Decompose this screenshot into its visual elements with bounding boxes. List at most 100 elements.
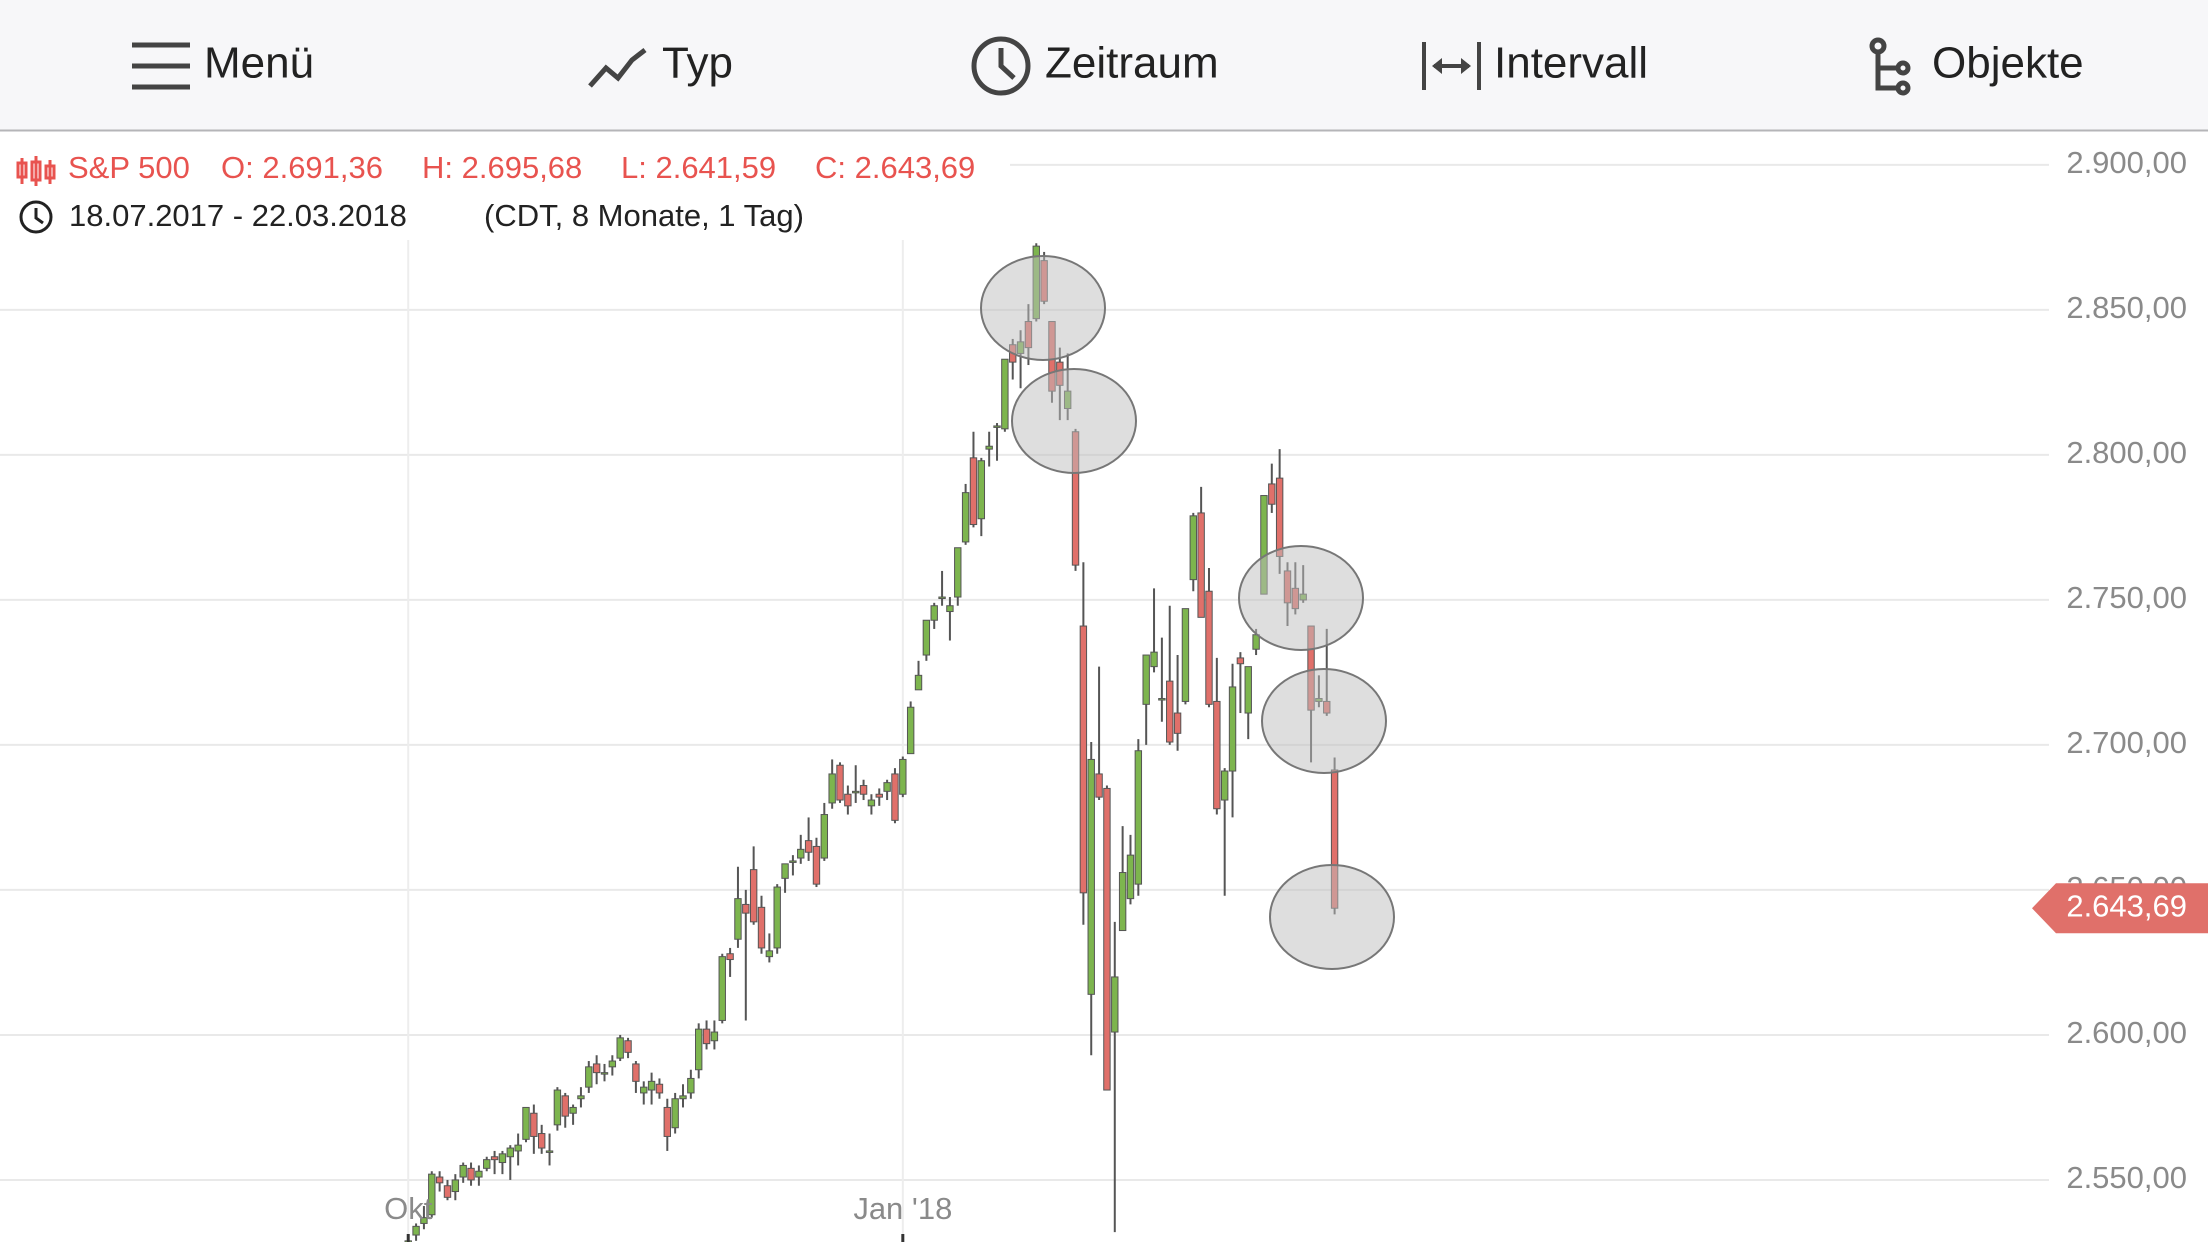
candle-body bbox=[922, 619, 931, 656]
candle-body bbox=[647, 1080, 656, 1091]
candle-body bbox=[1166, 680, 1174, 743]
candle-body bbox=[734, 898, 742, 940]
candle-body bbox=[459, 1164, 467, 1178]
high-value: H: 2.695,68 bbox=[422, 150, 582, 185]
candle-body bbox=[1205, 590, 1213, 705]
candle-body bbox=[522, 1106, 530, 1140]
candle-body bbox=[954, 547, 962, 598]
candle-body bbox=[530, 1112, 538, 1137]
candle-body bbox=[1087, 758, 1095, 995]
menu-label[interactable]: Menü bbox=[204, 39, 314, 88]
interval-label[interactable]: Intervall bbox=[1494, 39, 1648, 88]
candle-body bbox=[420, 1217, 428, 1224]
candle-body bbox=[483, 1159, 491, 1169]
candle-body bbox=[773, 886, 781, 949]
candle-body bbox=[844, 793, 852, 807]
annotations bbox=[980, 255, 1395, 970]
y-tick-label: 2.600,00 bbox=[2066, 1015, 2187, 1050]
candle-body bbox=[789, 860, 797, 863]
candle-body bbox=[467, 1167, 475, 1181]
period-label[interactable]: Zeitraum bbox=[1045, 39, 1219, 88]
candle-body bbox=[1236, 657, 1245, 665]
close-value: C: 2.643,69 bbox=[815, 150, 975, 185]
y-tick-label: 2.850,00 bbox=[2066, 290, 2187, 325]
candle-body bbox=[749, 869, 758, 923]
candle-body bbox=[1268, 483, 1276, 505]
candle-body bbox=[632, 1063, 640, 1082]
candle-body bbox=[1197, 512, 1205, 618]
interval-icon[interactable] bbox=[1422, 42, 1481, 90]
candle-body bbox=[435, 1176, 444, 1184]
candle-icon bbox=[16, 156, 56, 186]
candle-body bbox=[985, 445, 993, 450]
candle-body bbox=[451, 1179, 460, 1193]
objects-label[interactable]: Objekte bbox=[1932, 39, 2084, 88]
candle-body bbox=[757, 906, 766, 949]
x-tick-label: Jan '18 bbox=[853, 1191, 952, 1226]
candle-body bbox=[1079, 625, 1088, 894]
symbol: S&P 500 bbox=[68, 150, 190, 185]
candle-body bbox=[1275, 477, 1284, 557]
candle-body bbox=[1150, 651, 1158, 668]
candle-body bbox=[993, 425, 1001, 428]
candle-body bbox=[545, 1150, 554, 1153]
candle-body bbox=[498, 1153, 507, 1164]
candle-body bbox=[1220, 770, 1229, 801]
candle-body bbox=[1244, 666, 1252, 714]
candle-body bbox=[1095, 773, 1103, 798]
candle-body bbox=[977, 460, 986, 520]
range-details: (CDT, 8 Monate, 1 Tag) bbox=[484, 198, 804, 233]
candle-body bbox=[428, 1173, 436, 1216]
candle-body bbox=[1111, 976, 1119, 1033]
candle-body bbox=[569, 1106, 577, 1114]
y-tick-label: 2.800,00 bbox=[2066, 435, 2187, 470]
candle-body bbox=[640, 1086, 648, 1094]
candle-body bbox=[1134, 750, 1143, 885]
candle-body bbox=[930, 605, 938, 621]
candle-body bbox=[914, 674, 923, 691]
type-label[interactable]: Typ bbox=[662, 39, 733, 88]
low-value: L: 2.641,59 bbox=[621, 150, 776, 185]
last-price-label: 2.643,69 bbox=[2066, 888, 2187, 923]
menu-button[interactable] bbox=[132, 42, 190, 90]
candle-body bbox=[1173, 712, 1182, 734]
last-price-tag bbox=[2032, 883, 2208, 934]
candle-body bbox=[443, 1185, 452, 1198]
objects-icon[interactable] bbox=[1869, 37, 1911, 96]
candle-body bbox=[875, 793, 883, 798]
candle-body bbox=[726, 953, 734, 961]
candle-body bbox=[412, 1225, 420, 1236]
candle-body bbox=[506, 1147, 514, 1158]
candle-body bbox=[1126, 854, 1135, 900]
candle-body bbox=[804, 840, 813, 853]
candle-body bbox=[679, 1095, 687, 1100]
candle-body bbox=[600, 1072, 609, 1075]
toolbar bbox=[0, 0, 2208, 130]
candle-body bbox=[608, 1060, 617, 1068]
type-icon[interactable] bbox=[588, 48, 647, 88]
x-tick-label: Okt bbox=[384, 1191, 433, 1226]
candle-body bbox=[1189, 515, 1197, 581]
candle-body bbox=[537, 1133, 546, 1149]
candle-body bbox=[1213, 700, 1221, 810]
y-tick-label: 2.900,00 bbox=[2066, 145, 2187, 180]
candle-body bbox=[616, 1037, 624, 1059]
candle-body bbox=[969, 457, 978, 526]
candle-body bbox=[655, 1083, 664, 1094]
clock-icon bbox=[19, 200, 53, 234]
candle-body bbox=[592, 1063, 601, 1074]
candle-body bbox=[742, 903, 750, 914]
candle-body bbox=[961, 492, 970, 543]
candle-body bbox=[812, 845, 821, 885]
candle-body bbox=[797, 848, 805, 859]
candle-body bbox=[585, 1066, 593, 1088]
header-background bbox=[0, 140, 1010, 240]
candle-body bbox=[1118, 872, 1127, 932]
period-icon[interactable] bbox=[971, 36, 1031, 96]
candle-body bbox=[828, 773, 836, 804]
candle-body bbox=[577, 1095, 585, 1100]
candle-body bbox=[836, 764, 844, 801]
candle-body bbox=[1142, 654, 1150, 705]
candle-body bbox=[781, 863, 789, 879]
candle-body bbox=[906, 706, 915, 755]
